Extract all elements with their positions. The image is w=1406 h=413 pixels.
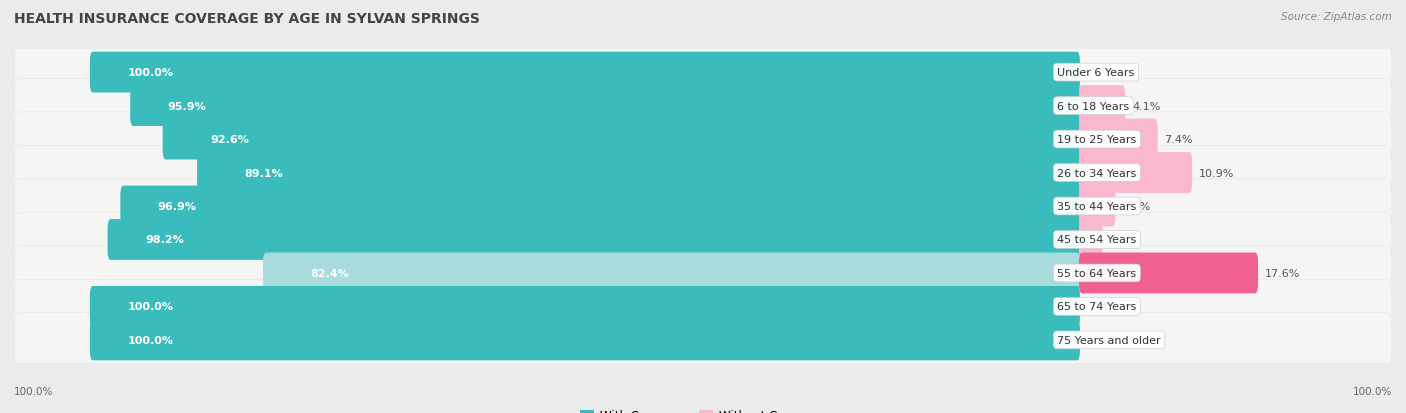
Text: 4.1%: 4.1% (1132, 101, 1160, 112)
FancyBboxPatch shape (14, 280, 1392, 334)
FancyBboxPatch shape (1078, 253, 1258, 294)
Text: 6 to 18 Years: 6 to 18 Years (1057, 101, 1129, 112)
Legend: With Coverage, Without Coverage: With Coverage, Without Coverage (575, 404, 831, 413)
FancyBboxPatch shape (1078, 153, 1192, 193)
Text: 17.6%: 17.6% (1265, 268, 1301, 278)
Text: Under 6 Years: Under 6 Years (1057, 68, 1135, 78)
Text: Source: ZipAtlas.com: Source: ZipAtlas.com (1281, 12, 1392, 22)
FancyBboxPatch shape (14, 46, 1392, 100)
Text: 96.9%: 96.9% (157, 202, 197, 211)
FancyBboxPatch shape (90, 52, 1080, 93)
Text: 100.0%: 100.0% (127, 68, 173, 78)
FancyBboxPatch shape (14, 246, 1392, 300)
FancyBboxPatch shape (14, 146, 1392, 200)
FancyBboxPatch shape (14, 213, 1392, 267)
Text: 75 Years and older: 75 Years and older (1057, 335, 1161, 345)
FancyBboxPatch shape (163, 119, 1080, 160)
Text: 98.2%: 98.2% (145, 235, 184, 245)
Text: 100.0%: 100.0% (127, 335, 173, 345)
Text: 92.6%: 92.6% (209, 135, 249, 145)
Text: 0.0%: 0.0% (1091, 335, 1121, 345)
Text: 3.1%: 3.1% (1122, 202, 1150, 211)
Text: 35 to 44 Years: 35 to 44 Years (1057, 202, 1136, 211)
Text: 82.4%: 82.4% (311, 268, 349, 278)
FancyBboxPatch shape (14, 180, 1392, 233)
FancyBboxPatch shape (121, 186, 1080, 227)
Text: 100.0%: 100.0% (127, 301, 173, 312)
Text: 26 to 34 Years: 26 to 34 Years (1057, 168, 1136, 178)
Text: 19 to 25 Years: 19 to 25 Years (1057, 135, 1136, 145)
FancyBboxPatch shape (14, 313, 1392, 367)
FancyBboxPatch shape (131, 86, 1080, 127)
FancyBboxPatch shape (107, 220, 1080, 260)
FancyBboxPatch shape (1078, 220, 1102, 260)
FancyBboxPatch shape (90, 286, 1080, 327)
Text: 65 to 74 Years: 65 to 74 Years (1057, 301, 1136, 312)
FancyBboxPatch shape (90, 320, 1080, 361)
Text: 45 to 54 Years: 45 to 54 Years (1057, 235, 1136, 245)
Text: 100.0%: 100.0% (1353, 387, 1392, 396)
FancyBboxPatch shape (197, 153, 1080, 193)
FancyBboxPatch shape (1078, 119, 1157, 160)
FancyBboxPatch shape (1078, 86, 1125, 127)
Text: 100.0%: 100.0% (14, 387, 53, 396)
Text: 10.9%: 10.9% (1199, 168, 1234, 178)
Text: 89.1%: 89.1% (245, 168, 283, 178)
Text: 0.0%: 0.0% (1091, 68, 1121, 78)
FancyBboxPatch shape (14, 79, 1392, 133)
Text: 55 to 64 Years: 55 to 64 Years (1057, 268, 1136, 278)
Text: 1.8%: 1.8% (1109, 235, 1137, 245)
Text: HEALTH INSURANCE COVERAGE BY AGE IN SYLVAN SPRINGS: HEALTH INSURANCE COVERAGE BY AGE IN SYLV… (14, 12, 479, 26)
FancyBboxPatch shape (263, 253, 1080, 294)
Text: 7.4%: 7.4% (1164, 135, 1194, 145)
FancyBboxPatch shape (1078, 186, 1115, 227)
Text: 0.0%: 0.0% (1091, 301, 1121, 312)
FancyBboxPatch shape (14, 113, 1392, 167)
Text: 95.9%: 95.9% (167, 101, 207, 112)
